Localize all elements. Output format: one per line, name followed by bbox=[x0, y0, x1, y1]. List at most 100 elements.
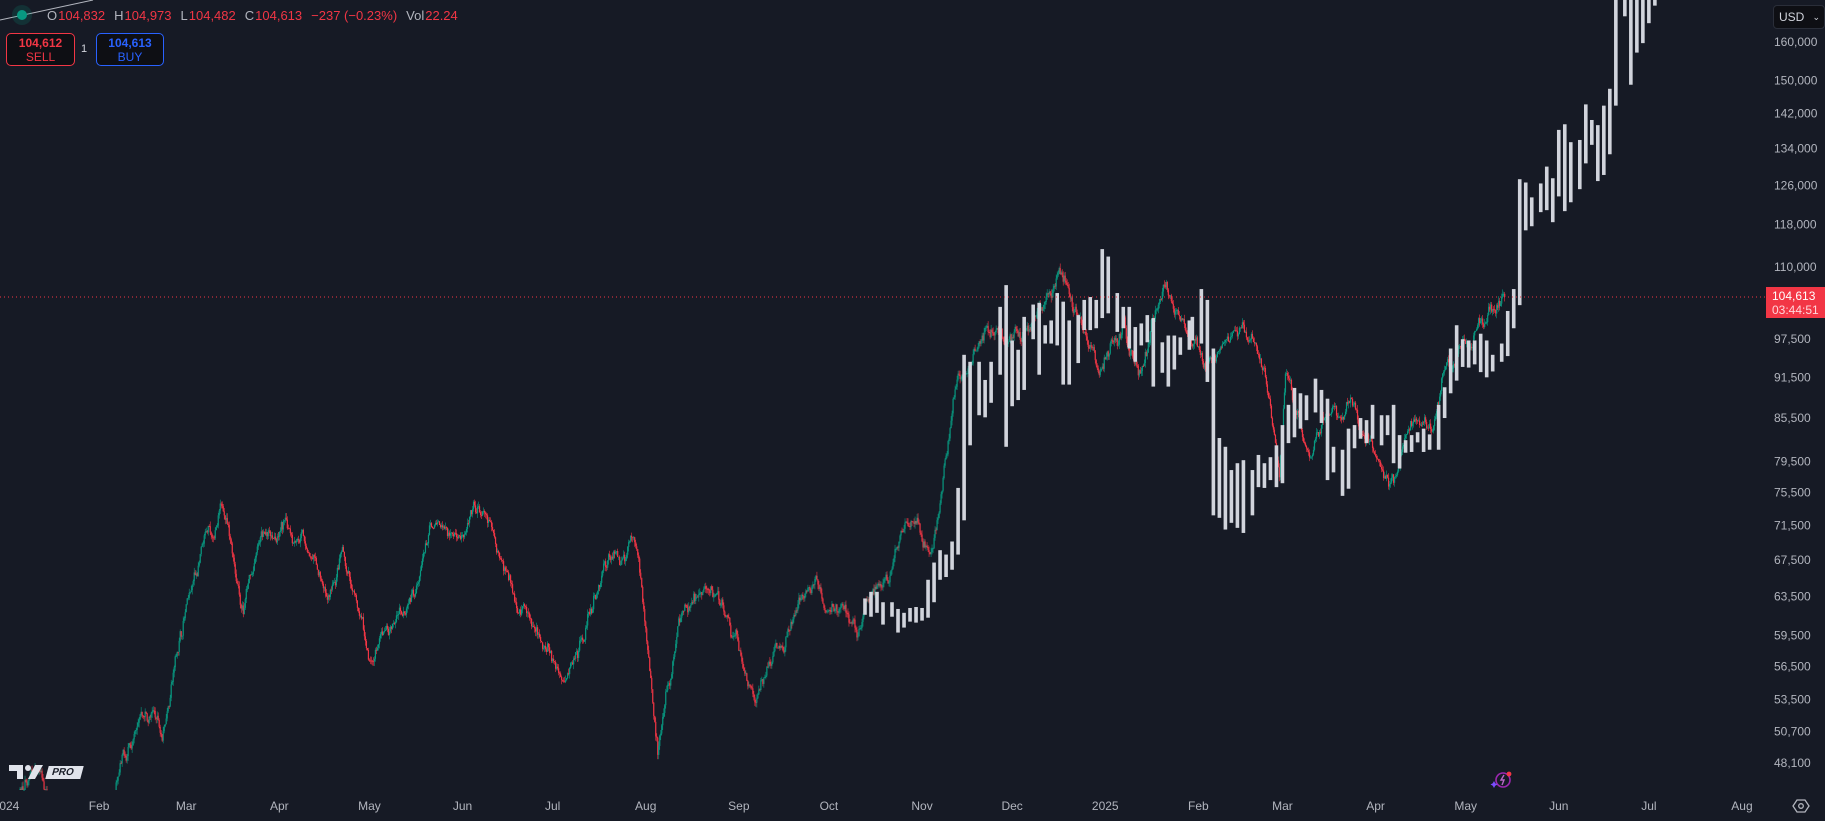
price-axis-label: 118,000 bbox=[1774, 218, 1817, 232]
candle-body bbox=[915, 521, 917, 524]
sell-button[interactable]: 104,612 SELL bbox=[6, 33, 75, 66]
candle-body bbox=[478, 506, 481, 513]
candle-body bbox=[578, 650, 580, 658]
candle-wick bbox=[249, 574, 251, 580]
price-axis-label: 85,500 bbox=[1774, 411, 1811, 425]
buy-button[interactable]: 104,613 BUY bbox=[96, 33, 164, 66]
candle-body bbox=[564, 681, 566, 683]
candle-body bbox=[319, 572, 321, 579]
candle-body bbox=[851, 622, 853, 624]
candle-body bbox=[1397, 466, 1400, 472]
tradingview-logo[interactable]: PRO bbox=[9, 765, 84, 779]
candle-body bbox=[347, 570, 349, 574]
candle-body bbox=[484, 512, 487, 515]
candle-body bbox=[304, 541, 306, 546]
order-quantity[interactable]: 1 bbox=[81, 43, 88, 55]
candle-body bbox=[279, 530, 281, 532]
candle-body bbox=[1290, 379, 1293, 391]
candle-wick bbox=[708, 587, 710, 596]
candle-body bbox=[185, 604, 187, 613]
candle-body bbox=[1428, 427, 1430, 429]
candle-wick bbox=[743, 664, 745, 672]
candle-body bbox=[268, 530, 270, 532]
candle-wick bbox=[839, 607, 841, 614]
candle-wick bbox=[748, 681, 750, 689]
candle-body bbox=[292, 543, 294, 544]
candle-body bbox=[142, 715, 144, 717]
candle-body bbox=[607, 560, 609, 568]
candle-body bbox=[1315, 432, 1318, 439]
candle-body bbox=[211, 534, 213, 538]
candle-body bbox=[736, 629, 738, 635]
candle-body bbox=[1330, 411, 1333, 415]
candle-body bbox=[1312, 449, 1315, 455]
time-axis-label: Feb bbox=[89, 799, 110, 813]
candle-body bbox=[1265, 377, 1268, 385]
candle-body bbox=[974, 348, 976, 352]
candle-body bbox=[1383, 476, 1386, 479]
assistant-button[interactable] bbox=[1490, 770, 1514, 795]
candle-body bbox=[575, 652, 577, 659]
candle-body bbox=[1476, 328, 1478, 331]
candle-wick bbox=[544, 645, 545, 653]
candle-wick bbox=[884, 577, 886, 584]
overlay-bar bbox=[1442, 387, 1447, 419]
candle-body bbox=[586, 625, 588, 628]
candle-wick bbox=[1172, 297, 1173, 305]
candle-wick bbox=[518, 612, 519, 614]
candle-body bbox=[1202, 361, 1204, 368]
candle-body bbox=[1214, 355, 1216, 362]
candle-wick bbox=[329, 594, 330, 601]
candle-body bbox=[193, 572, 195, 582]
candle-wick bbox=[849, 619, 851, 624]
candle-body bbox=[168, 706, 170, 708]
candle-body bbox=[121, 754, 123, 764]
candle-body bbox=[1310, 456, 1313, 458]
overlay-bar bbox=[962, 354, 966, 521]
candle-body bbox=[499, 558, 502, 559]
candle-wick bbox=[618, 556, 620, 561]
candle-body bbox=[653, 702, 655, 716]
overlay-bar bbox=[1641, 0, 1645, 44]
candle-body bbox=[357, 607, 360, 612]
candle-body bbox=[677, 626, 679, 637]
candle-body bbox=[158, 720, 160, 727]
overlay-bar bbox=[908, 607, 912, 622]
trend-line-drawing[interactable] bbox=[0, 0, 94, 21]
candle-body bbox=[491, 526, 494, 530]
candle-body bbox=[1287, 375, 1290, 379]
candle-body bbox=[1021, 336, 1023, 342]
candle-body bbox=[849, 622, 851, 624]
candle-body bbox=[1249, 339, 1252, 341]
candle-wick bbox=[691, 597, 693, 606]
chart-settings-button[interactable] bbox=[1792, 797, 1810, 820]
candle-body bbox=[941, 490, 943, 495]
candle-body bbox=[1448, 359, 1450, 363]
candle-body bbox=[451, 532, 454, 535]
candle-wick bbox=[599, 584, 600, 592]
currency-dropdown[interactable]: USD ⌄ bbox=[1773, 5, 1825, 29]
candle-body bbox=[669, 683, 671, 686]
candle-body bbox=[739, 650, 741, 652]
candle-wick bbox=[1432, 428, 1433, 433]
price-axis[interactable]: 160,000150,000142,000134,000126,000118,0… bbox=[1774, 35, 1818, 770]
candle-wick bbox=[988, 329, 990, 334]
time-axis[interactable]: 2024FebMarAprMayJunJulAugSepOctNovDec202… bbox=[0, 799, 1753, 813]
candle-body bbox=[1234, 330, 1237, 332]
candle-wick bbox=[210, 531, 212, 540]
candle-body bbox=[1503, 293, 1505, 295]
candle-body bbox=[207, 526, 209, 533]
candle-body bbox=[173, 667, 175, 673]
candle-body bbox=[959, 374, 961, 379]
candle-body bbox=[148, 716, 150, 723]
candle-wick bbox=[220, 501, 222, 509]
candle-body bbox=[651, 677, 653, 690]
candle-body bbox=[744, 670, 746, 674]
overlay-bar bbox=[989, 361, 993, 403]
candle-body bbox=[1114, 337, 1116, 341]
candle-body bbox=[1411, 420, 1413, 426]
candle-body bbox=[410, 593, 413, 602]
candle-wick bbox=[727, 614, 729, 622]
candle-body bbox=[625, 559, 627, 562]
